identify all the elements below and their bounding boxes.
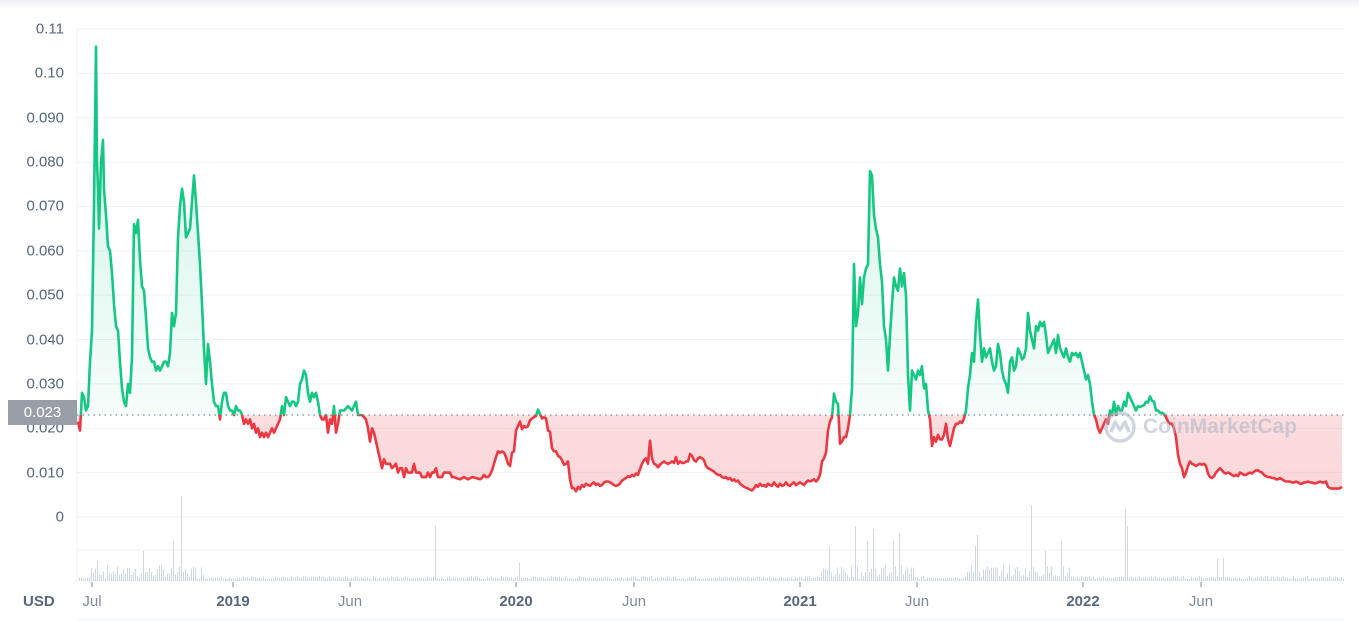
y-tick-label: 0.040 <box>26 331 64 349</box>
y-tick-label: 0.10 <box>34 64 64 82</box>
top-shadow <box>0 0 1359 8</box>
x-tick-label: 2020 <box>499 593 533 610</box>
watermark: CoinMarketCap <box>1103 410 1297 444</box>
x-tick-label: 2021 <box>783 593 817 610</box>
y-tick-label: 0.030 <box>26 375 64 393</box>
current-price-tag: 0.023 <box>8 400 77 425</box>
y-tick-label: 0.11 <box>35 20 64 38</box>
x-tick-label: Jul <box>82 593 102 610</box>
y-tick-label: 0.060 <box>26 242 64 260</box>
y-tick-label: 0.070 <box>26 197 64 215</box>
x-tick-label: Jun <box>337 593 363 610</box>
y-tick-label: 0 <box>55 508 64 526</box>
x-tick-label: 2022 <box>1066 593 1100 610</box>
y-tick-label: 0.010 <box>26 464 64 482</box>
x-tick-label: Jun <box>621 593 647 610</box>
currency-label: USD <box>23 593 55 610</box>
y-tick-label: 0.050 <box>26 286 64 304</box>
watermark-text: CoinMarketCap <box>1143 415 1298 438</box>
y-tick-label: 0.090 <box>26 109 64 127</box>
x-tick-label: Jun <box>1188 593 1214 610</box>
coinmarketcap-logo-icon <box>1104 411 1136 443</box>
y-tick-label: 0.080 <box>26 153 64 171</box>
x-tick-label: 2019 <box>216 593 250 610</box>
x-tick-label: Jun <box>904 593 930 610</box>
